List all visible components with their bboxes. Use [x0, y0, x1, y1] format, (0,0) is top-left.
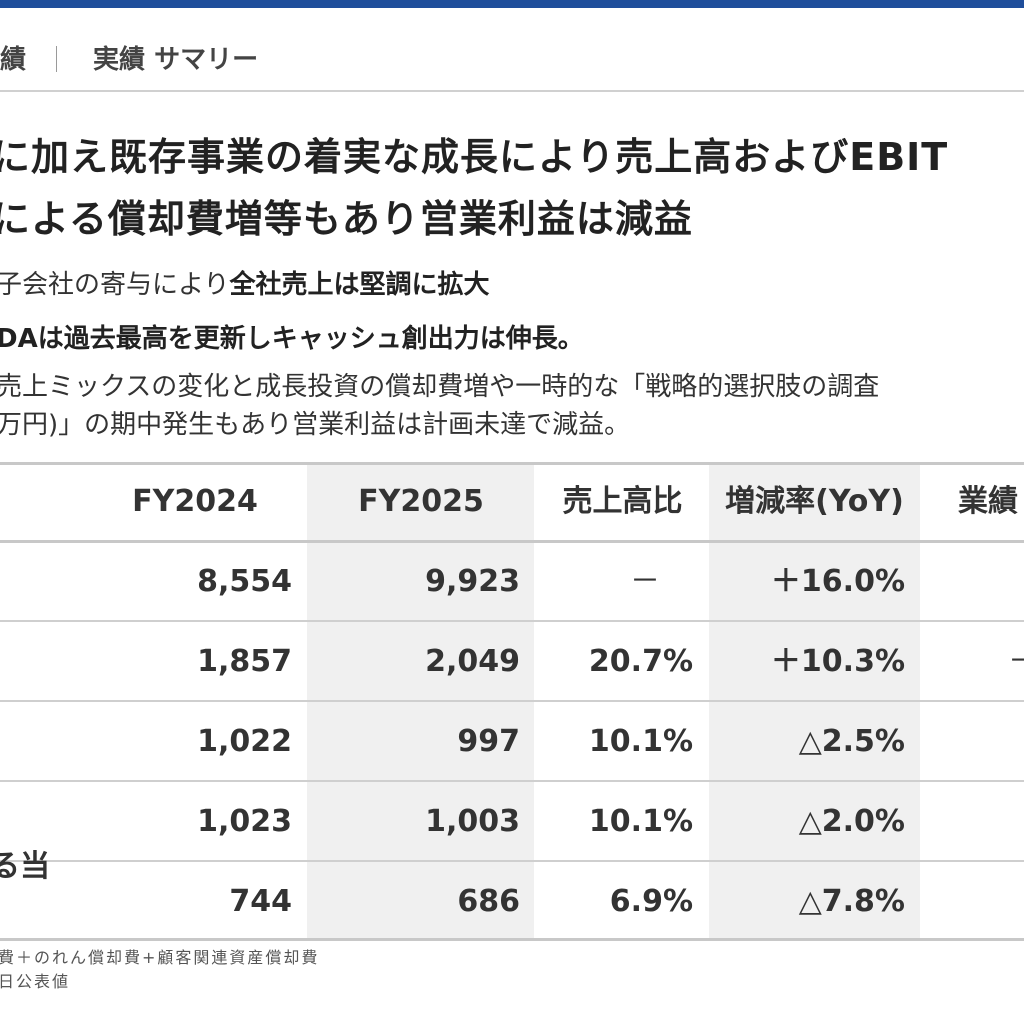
top-accent-bar: [0, 0, 1024, 8]
breadcrumb-section: 績: [0, 45, 27, 75]
table-row-2-fy2025: 2,049: [425, 644, 520, 679]
table-row-3-fy2024: 1,022: [197, 724, 292, 759]
header-fy2025: FY2025: [358, 484, 484, 519]
header-bottom-rule: [0, 540, 1024, 543]
footnote-1: 費＋のれん償却費+顧客関連資産償却費: [0, 948, 320, 967]
headline-line-1: に加え既存事業の着実な成長により売上高およびEBIT: [0, 135, 949, 179]
row-rule: [0, 620, 1024, 622]
breadcrumb-divider: [56, 46, 58, 72]
bullet-2: DAは過去最高を更新しキャッシュ創出力は伸長。: [0, 324, 584, 354]
footnote-2: 日公表値: [0, 972, 71, 991]
table-row-1-yoy: ＋16.0%: [770, 564, 905, 599]
bullet-3-line-2: 万円)」の期中発生もあり営業利益は計画未達で減益。: [0, 410, 631, 440]
header-fy2024: FY2024: [132, 484, 258, 519]
table-row-2-yoy: ＋10.3%: [770, 644, 905, 679]
table-row-2-ratio: 20.7%: [588, 644, 693, 679]
bullet-1-text: 子会社の寄与により: [0, 270, 230, 300]
table-row-4-ratio: 10.1%: [588, 804, 693, 839]
bullet-3-line-1: 売上ミックスの変化と成長投資の償却費増や一時的な「戦略的選択肢の調査: [0, 372, 880, 402]
table-row-1-fy2025: 9,923: [425, 564, 520, 599]
header-rule: [0, 90, 1024, 92]
table-bottom-rule: [0, 938, 1024, 941]
row-rule: [0, 860, 1024, 862]
table-row-3-fy2025: 997: [457, 724, 520, 759]
table-row-2-fy2024: 1,857: [197, 644, 292, 679]
table-row-4-yoy: △2.0%: [798, 804, 905, 839]
table-row-5-fy2025: 686: [457, 884, 520, 919]
header-forecast: 業績: [958, 484, 1018, 519]
table-row-5-label: る当: [0, 849, 50, 884]
headline-line-2: による償却費増等もあり営業利益は減益: [0, 197, 693, 241]
breadcrumb: 績 実績 サマリー: [0, 40, 258, 80]
table-row-3-yoy: △2.5%: [798, 724, 905, 759]
bullet-1-emphasis: 全社売上は堅調に拡大: [229, 270, 490, 300]
table-row-4-fy2024: 1,023: [197, 804, 292, 839]
table-row-5-fy2024: 744: [229, 884, 292, 919]
table-row-5-yoy: △7.8%: [798, 884, 905, 919]
table-row-2-forecast: －: [1008, 622, 1024, 702]
row-rule: [0, 700, 1024, 702]
bullet-1: 子会社の寄与により全社売上は堅調に拡大: [0, 264, 490, 301]
table-row-3-ratio: 10.1%: [588, 724, 693, 759]
row-rule: [0, 780, 1024, 782]
table-row-4-fy2025: 1,003: [425, 804, 520, 839]
header-yoy: 増減率(YoY): [725, 484, 904, 519]
table-row-1-ratio: －: [630, 564, 660, 599]
table-top-rule: [0, 462, 1024, 465]
page-title: 実績 サマリー: [93, 45, 259, 75]
table-row-1-fy2024: 8,554: [197, 564, 292, 599]
table-row-5-ratio: 6.9%: [609, 884, 693, 919]
results-table: FY2024 FY2025 売上高比 増減率(YoY) 業績 8,554 9,9…: [0, 462, 1024, 942]
header-sales-ratio: 売上高比: [562, 484, 683, 519]
